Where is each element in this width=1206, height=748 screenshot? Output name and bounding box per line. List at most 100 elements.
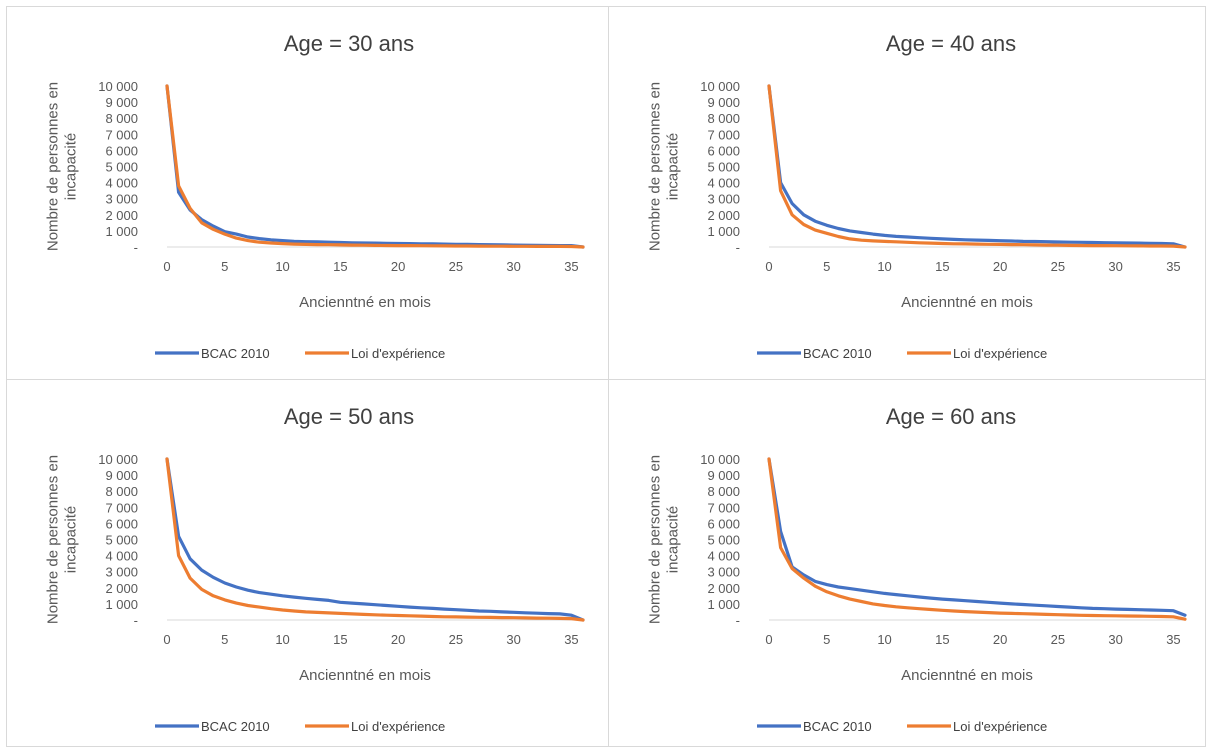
data-point xyxy=(907,595,909,597)
y-tick-label: 5 000 xyxy=(105,160,138,175)
y-tick-label: 2 000 xyxy=(707,208,740,223)
data-point xyxy=(976,243,978,245)
data-point xyxy=(837,595,839,597)
data-point xyxy=(409,245,411,247)
data-point xyxy=(953,238,955,241)
data-point xyxy=(803,223,805,226)
x-tick-label: 35 xyxy=(1166,259,1180,274)
data-point xyxy=(270,593,272,595)
data-point xyxy=(420,243,422,245)
data-point xyxy=(536,617,538,619)
y-tick-label: 3 000 xyxy=(105,192,138,207)
data-point xyxy=(316,598,318,600)
data-point xyxy=(224,599,226,601)
data-point xyxy=(1091,607,1094,610)
x-tick-label: 10 xyxy=(275,632,289,647)
y-tick-label: 3 000 xyxy=(707,565,740,580)
series-group xyxy=(767,84,1187,249)
data-point xyxy=(1126,242,1128,244)
chart-panel-age-30: Age = 30 ans -1 000 2 000 3 000 4 000 5 000 6 … xyxy=(6,6,610,381)
data-point xyxy=(1149,609,1151,611)
data-point xyxy=(883,240,886,242)
data-point xyxy=(177,535,180,537)
data-point xyxy=(1149,245,1151,247)
data-point xyxy=(281,609,284,611)
series-line-bcac-2010 xyxy=(767,84,1187,249)
data-point xyxy=(466,609,469,611)
data-point xyxy=(1115,242,1117,244)
series-group xyxy=(165,84,585,249)
data-point xyxy=(1034,604,1036,606)
data-point xyxy=(976,600,978,603)
data-point xyxy=(1080,241,1082,243)
data-point xyxy=(478,245,480,247)
series-line-loi-experience xyxy=(767,457,1187,621)
legend-label: BCAC 2010 xyxy=(803,719,872,734)
data-point xyxy=(768,458,770,460)
y-tick-label: 9 000 xyxy=(707,95,740,110)
data-point xyxy=(1149,615,1151,617)
data-point xyxy=(351,244,353,246)
x-tick-label: 15 xyxy=(935,632,949,647)
data-point xyxy=(293,240,295,242)
data-point xyxy=(536,245,538,247)
x-tick-label: 20 xyxy=(993,259,1007,274)
data-point xyxy=(1022,244,1024,246)
x-tick-label: 35 xyxy=(564,632,578,647)
x-tick-label: 30 xyxy=(506,632,520,647)
data-point xyxy=(987,243,990,245)
data-point xyxy=(953,599,955,601)
data-point xyxy=(826,591,828,593)
data-point xyxy=(258,241,261,243)
data-point xyxy=(201,569,203,571)
data-point xyxy=(791,567,793,570)
y-tick-label: 6 000 xyxy=(105,516,138,531)
data-point xyxy=(1091,614,1094,617)
data-point xyxy=(930,237,932,239)
data-point xyxy=(1034,240,1036,243)
data-point xyxy=(1080,244,1082,247)
x-tick-label: 5 xyxy=(823,632,830,647)
x-tick-label: 0 xyxy=(765,632,772,647)
data-point xyxy=(803,214,805,216)
y-tick-label: 10 000 xyxy=(700,79,740,94)
data-point xyxy=(258,592,261,594)
data-point xyxy=(1068,241,1071,243)
x-tick-label: 30 xyxy=(506,259,520,274)
data-point xyxy=(849,588,851,590)
data-point xyxy=(1172,243,1175,245)
data-point xyxy=(964,243,967,245)
y-tick-label: 5 000 xyxy=(707,533,740,548)
series-line-loi-experience xyxy=(767,84,1187,249)
data-point xyxy=(281,243,284,245)
chart-panel-age-40: Age = 40 ans -1 000 2 000 3 000 4 000 5 000 6 … xyxy=(608,6,1206,381)
data-point xyxy=(385,614,388,616)
y-tick-label: 7 000 xyxy=(707,500,740,515)
y-tick-label: 7 000 xyxy=(707,127,740,142)
data-point xyxy=(791,214,793,216)
x-tick-label: 10 xyxy=(275,259,289,274)
legend-label: BCAC 2010 xyxy=(803,346,872,361)
data-point xyxy=(235,233,237,235)
data-point xyxy=(1022,613,1024,615)
data-point xyxy=(501,616,503,619)
data-point xyxy=(1161,609,1163,611)
data-point xyxy=(420,245,422,247)
series-group xyxy=(767,457,1187,617)
data-point xyxy=(872,233,874,235)
data-point xyxy=(826,232,828,234)
data-point xyxy=(779,190,782,192)
data-point xyxy=(466,245,469,247)
data-point xyxy=(849,238,851,240)
legend: BCAC 2010 Loi d'expérience xyxy=(757,719,1047,734)
data-point xyxy=(316,241,318,243)
data-point xyxy=(362,603,365,605)
data-point xyxy=(351,602,353,604)
data-point xyxy=(814,580,816,582)
data-point xyxy=(1045,613,1047,615)
data-point xyxy=(895,241,897,243)
y-tick-label: 4 000 xyxy=(707,549,740,564)
y-tick-label: 2 000 xyxy=(105,581,138,596)
data-point xyxy=(1149,242,1151,244)
data-point xyxy=(1161,615,1163,618)
